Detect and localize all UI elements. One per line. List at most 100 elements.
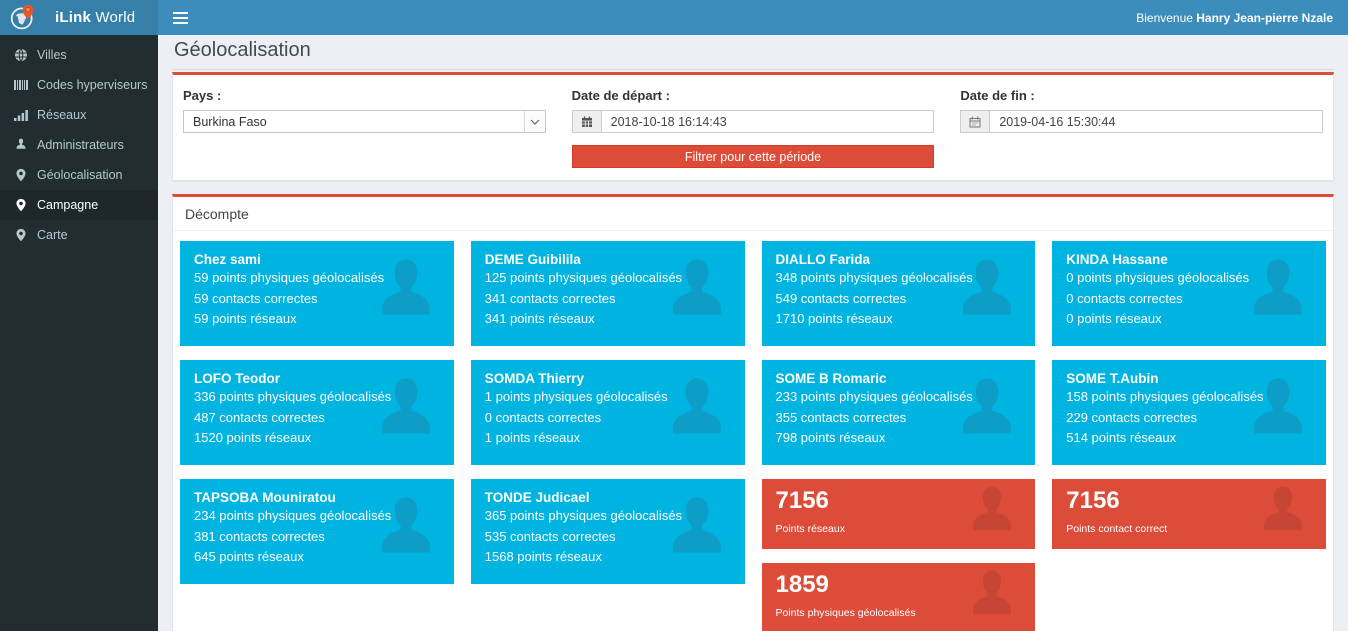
globe-icon xyxy=(15,48,27,62)
filter-panel: Pays : Burkina Faso Date de départ : xyxy=(172,72,1334,181)
agent-name: DIALLO Farida xyxy=(775,252,871,267)
person-silhouette-icon xyxy=(1261,484,1305,544)
date-start-input[interactable] xyxy=(601,110,935,133)
person-silhouette-icon xyxy=(670,374,724,452)
agent-name: DEME Guibilila xyxy=(484,252,581,267)
decompte-title: Décompte xyxy=(173,197,1333,231)
sidebar-item-carte[interactable]: Carte xyxy=(0,220,158,250)
person-silhouette-icon xyxy=(379,374,433,452)
person-silhouette-icon xyxy=(1251,374,1305,452)
main-area: Bienvenue Hanry Jean-pierre Nzale Géoloc… xyxy=(158,0,1348,631)
sidebar: iLink World Villes Codes hyperviseurs xyxy=(0,0,158,631)
agent-card: SOMDA Thierry 1 points physiques géoloca… xyxy=(470,360,745,465)
agent-card: KINDA Hassane 0 points physiques géoloca… xyxy=(1052,241,1326,346)
globe-pin-logo-icon xyxy=(10,4,34,30)
total-label: Points contact correct xyxy=(1066,523,1168,535)
agent-card: LOFO Teodor 336 points physiques géoloca… xyxy=(180,360,454,465)
sidebar-item-label: Géolocalisation xyxy=(37,168,123,182)
user-icon xyxy=(14,138,28,152)
map-marker-icon xyxy=(14,198,28,212)
content: Géolocalisation Pays : Burkina Faso xyxy=(158,35,1348,631)
agent-card: TAPSOBA Mouniratou 234 points physiques … xyxy=(180,479,454,584)
person-silhouette-icon xyxy=(960,374,1014,452)
agent-name: KINDA Hassane xyxy=(1066,252,1168,267)
date-start-filter: Date de départ : Filtrer p xyxy=(571,88,935,168)
person-silhouette-icon xyxy=(970,484,1014,544)
brand[interactable]: iLink World xyxy=(0,0,158,35)
page-header: Géolocalisation xyxy=(172,35,1334,70)
date-end-filter: Date de fin : xyxy=(960,88,1323,168)
sidebar-item-label: Villes xyxy=(37,48,67,62)
date-start-label: Date de départ : xyxy=(571,88,670,103)
date-end-label: Date de fin : xyxy=(960,88,1035,103)
total-card-points-physiques: 1859 Points physiques géolocalisés xyxy=(761,563,1036,631)
barcode-icon xyxy=(14,80,28,90)
filter-button[interactable]: Filtrer pour cette période xyxy=(571,145,935,168)
sidebar-menu: Villes Codes hyperviseurs Réseaux xyxy=(0,35,158,250)
cards-grid: Chez sami 59 points physiques géolocalis… xyxy=(173,231,1333,631)
agent-card: DEME Guibilila 125 points physiques géol… xyxy=(470,241,745,346)
user-menu[interactable]: Bienvenue Hanry Jean-pierre Nzale xyxy=(1136,11,1348,25)
country-filter: Pays : Burkina Faso xyxy=(183,88,546,168)
cards-column-1: Chez sami 59 points physiques géolocalis… xyxy=(180,241,454,584)
person-silhouette-icon xyxy=(670,255,724,333)
brand-title: iLink World xyxy=(55,9,136,26)
welcome-text: Bienvenue xyxy=(1136,10,1197,25)
person-silhouette-icon xyxy=(379,493,433,571)
total-label: Points physiques géolocalisés xyxy=(775,607,916,619)
agent-card: Chez sami 59 points physiques géolocalis… xyxy=(180,241,454,346)
total-card-points-reseaux: 7156 Points réseaux xyxy=(761,479,1036,549)
agent-card: DIALLO Farida 348 points physiques géolo… xyxy=(761,241,1036,346)
person-silhouette-icon xyxy=(970,568,1014,628)
agent-card: SOME T.Aubin 158 points physiques géoloc… xyxy=(1052,360,1326,465)
total-value: 1859 xyxy=(775,571,829,598)
agent-card: SOME B Romaric 233 points physiques géol… xyxy=(761,360,1036,465)
total-card-points-contact: 7156 Points contact correct xyxy=(1052,479,1326,549)
country-select-value: Burkina Faso xyxy=(193,114,267,129)
country-select[interactable]: Burkina Faso xyxy=(183,110,546,133)
country-label: Pays : xyxy=(183,88,222,103)
top-navbar: Bienvenue Hanry Jean-pierre Nzale xyxy=(158,0,1348,35)
agent-name: SOME T.Aubin xyxy=(1066,371,1159,386)
agent-name: SOMDA Thierry xyxy=(484,371,585,386)
page-title: Géolocalisation xyxy=(174,39,311,61)
agent-card: TONDE Judicael 365 points physiques géol… xyxy=(470,479,745,584)
person-silhouette-icon xyxy=(379,255,433,333)
calendar-icon xyxy=(571,110,602,133)
cards-column-4: KINDA Hassane 0 points physiques géoloca… xyxy=(1052,241,1326,549)
agent-name: TAPSOBA Mouniratou xyxy=(194,490,336,505)
hamburger-menu-button[interactable] xyxy=(158,0,202,35)
cards-column-3: DIALLO Farida 348 points physiques géolo… xyxy=(761,241,1036,631)
sidebar-item-codes-hyperviseurs[interactable]: Codes hyperviseurs xyxy=(0,70,158,100)
person-silhouette-icon xyxy=(670,493,724,571)
user-name: Hanry Jean-pierre Nzale xyxy=(1196,10,1333,25)
sidebar-item-villes[interactable]: Villes xyxy=(0,40,158,70)
sidebar-item-administrateurs[interactable]: Administrateurs xyxy=(0,130,158,160)
signal-bars-icon xyxy=(14,110,28,121)
person-silhouette-icon xyxy=(960,255,1014,333)
sidebar-item-label: Réseaux xyxy=(37,108,87,122)
sidebar-item-label: Administrateurs xyxy=(37,138,124,152)
sidebar-item-label: Codes hyperviseurs xyxy=(37,78,148,92)
person-silhouette-icon xyxy=(1251,255,1305,333)
sidebar-item-reseaux[interactable]: Réseaux xyxy=(0,100,158,130)
total-value: 7156 xyxy=(1066,487,1120,514)
map-marker-icon xyxy=(14,228,28,242)
agent-name: Chez sami xyxy=(194,252,261,267)
total-value: 7156 xyxy=(775,487,829,514)
calendar-icon xyxy=(960,110,991,133)
hamburger-menu-icon xyxy=(172,11,188,24)
cards-column-2: DEME Guibilila 125 points physiques géol… xyxy=(470,241,745,584)
sidebar-item-label: Carte xyxy=(37,228,68,242)
date-end-input[interactable] xyxy=(990,110,1323,133)
total-label: Points réseaux xyxy=(775,523,845,535)
sidebar-item-campagne[interactable]: Campagne xyxy=(0,190,158,220)
agent-name: LOFO Teodor xyxy=(194,371,280,386)
agent-name: SOME B Romaric xyxy=(775,371,887,386)
sidebar-item-label: Campagne xyxy=(37,198,99,212)
decompte-panel: Décompte Chez sami 59 points physiques g… xyxy=(172,194,1334,631)
map-marker-icon xyxy=(14,168,28,182)
agent-name: TONDE Judicael xyxy=(484,490,590,505)
sidebar-item-geolocalisation[interactable]: Géolocalisation xyxy=(0,160,158,190)
chevron-down-icon xyxy=(523,111,545,132)
